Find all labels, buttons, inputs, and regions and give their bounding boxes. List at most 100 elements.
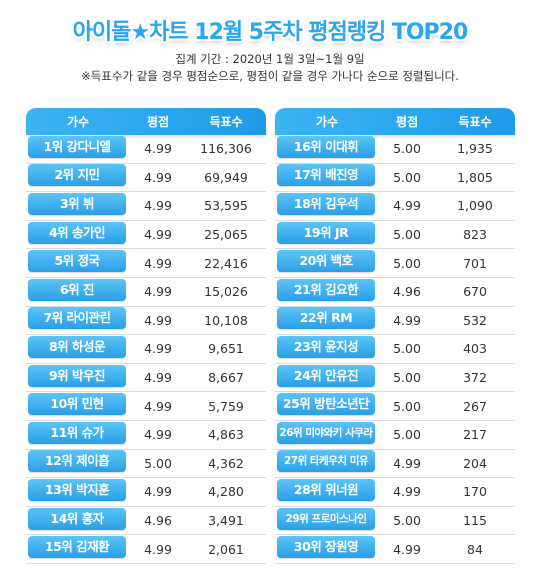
votes-cell: 116,306 — [200, 141, 252, 157]
singer-rank-badge: 18위 김우석 — [277, 192, 375, 215]
table-body: 1위 강다니엘 4.99 116,306 2위 지민 4.99 69,949 3위 뷔 4.9… — [26, 135, 266, 564]
score-cell: 5.00 — [393, 341, 421, 357]
score-cell: 5.00 — [393, 169, 421, 185]
singer-cell: 15위 김재환 — [26, 536, 130, 562]
score-cell: 4.99 — [144, 541, 172, 557]
table-row: 14위 홍자 4.96 3,491 — [26, 507, 266, 536]
singer-cell: 30위 장원영 — [275, 536, 379, 562]
votes-cell: 4,362 — [208, 455, 244, 471]
votes-cell: 15,026 — [204, 284, 248, 300]
table-row: 9위 박우진 4.99 8,667 — [26, 364, 266, 393]
header-score: 평점 — [395, 115, 419, 129]
table-row: 13위 박지훈 4.99 4,280 — [26, 478, 266, 507]
votes-cell: 217 — [463, 427, 487, 443]
votes-cell: 403 — [463, 341, 487, 357]
table-row: 5위 정국 4.99 22,416 — [26, 249, 266, 278]
votes-cell: 372 — [463, 370, 487, 386]
singer-rank-badge: 2위 지민 — [28, 164, 126, 187]
singer-rank-badge: 14위 홍자 — [28, 507, 126, 530]
singer-cell: 18위 김우석 — [275, 192, 379, 219]
table-row: 28위 위너원 4.99 170 — [275, 478, 515, 507]
singer-cell: 21위 김요한 — [275, 278, 379, 305]
votes-cell: 9,651 — [208, 341, 244, 357]
singer-cell: 8위 하성운 — [26, 335, 130, 362]
table-row: 11위 슈가 4.99 4,863 — [26, 421, 266, 450]
score-cell: 4.99 — [144, 198, 172, 214]
score-cell: 4.99 — [144, 284, 172, 300]
singer-cell: 22위 RM — [275, 307, 379, 333]
singer-cell: 3위 뷔 — [26, 192, 130, 219]
singer-rank-badge: 3위 뷔 — [28, 192, 126, 215]
singer-cell: 9위 박우진 — [26, 364, 130, 391]
table-row: 15위 김재환 4.99 2,061 — [26, 535, 266, 564]
table-row: 22위 RM 4.99 532 — [275, 307, 515, 336]
table-header: 가수 평점 득표수 — [26, 108, 266, 135]
table-row: 21위 김요한 4.96 670 — [275, 278, 515, 307]
votes-cell: 2,061 — [208, 541, 244, 557]
singer-rank-badge: 22위 RM — [277, 307, 375, 330]
score-cell: 4.96 — [144, 513, 172, 529]
singer-cell: 23위 윤지성 — [275, 335, 379, 362]
singer-cell: 14위 홍자 — [26, 507, 130, 534]
score-cell: 4.99 — [144, 141, 172, 157]
votes-cell: 69,949 — [204, 169, 248, 185]
header-score: 평점 — [146, 115, 170, 129]
singer-cell: 27위 타케우치 미유 — [275, 450, 379, 476]
singer-rank-badge: 16위 이대휘 — [277, 135, 375, 158]
votes-cell: 267 — [463, 398, 487, 414]
header-singer: 가수 — [66, 115, 90, 129]
score-cell: 4.99 — [393, 455, 421, 471]
table-row: 20위 백호 5.00 701 — [275, 249, 515, 278]
singer-rank-badge: 29위 프로미스나인 — [277, 507, 375, 530]
table-row: 25위 방탄소년단 5.00 267 — [275, 392, 515, 421]
singer-rank-badge: 10위 민현 — [28, 393, 126, 416]
votes-cell: 3,491 — [208, 513, 244, 529]
votes-cell: 1,090 — [457, 198, 493, 214]
singer-rank-badge: 19위 JR — [277, 221, 375, 244]
votes-cell: 8,667 — [208, 370, 244, 386]
table-row: 10위 민현 4.99 5,759 — [26, 392, 266, 421]
sort-note: ※득표수가 같을 경우 평점순으로, 평점이 같을 경우 가나다 순으로 정렬됩… — [81, 69, 459, 83]
table-row: 2위 지민 4.99 69,949 — [26, 164, 266, 193]
score-cell: 5.00 — [393, 427, 421, 443]
singer-cell: 28위 위너원 — [275, 478, 379, 505]
singer-rank-badge: 6위 진 — [28, 278, 126, 301]
singer-rank-badge: 30위 장원영 — [277, 536, 375, 559]
score-cell: 5.00 — [393, 513, 421, 529]
table-row: 7위 라이관린 4.99 10,108 — [26, 307, 266, 336]
singer-rank-badge: 27위 타케우치 미유 — [277, 450, 375, 473]
singer-cell: 2위 지민 — [26, 164, 130, 190]
singer-rank-badge: 12위 제이홉 — [28, 450, 126, 473]
table-row: 12위 제이홉 5.00 4,362 — [26, 450, 266, 479]
score-cell: 5.00 — [393, 141, 421, 157]
table-row: 17위 배진영 5.00 1,805 — [275, 164, 515, 193]
table-row: 26위 미야와키 사쿠라 5.00 217 — [275, 421, 515, 450]
score-cell: 5.00 — [393, 370, 421, 386]
table-row: 19위 JR 5.00 823 — [275, 221, 515, 250]
header-votes: 득표수 — [209, 115, 243, 129]
singer-cell: 12위 제이홉 — [26, 450, 130, 476]
singer-rank-badge: 7위 라이관린 — [28, 307, 126, 330]
table-row: 27위 타케우치 미유 4.99 204 — [275, 450, 515, 479]
singer-cell: 17위 배진영 — [275, 164, 379, 190]
score-cell: 4.99 — [144, 255, 172, 271]
table-row: 8위 하성운 4.99 9,651 — [26, 335, 266, 364]
votes-cell: 10,108 — [204, 312, 248, 328]
score-cell: 4.99 — [393, 198, 421, 214]
header-singer: 가수 — [315, 115, 339, 129]
table-row: 29위 프로미스나인 5.00 115 — [275, 507, 515, 536]
score-cell: 4.99 — [393, 541, 421, 557]
singer-rank-badge: 15위 김재환 — [28, 536, 126, 559]
singer-rank-badge: 20위 백호 — [277, 250, 375, 273]
votes-cell: 1,805 — [457, 169, 493, 185]
singer-rank-badge: 23위 윤지성 — [277, 335, 375, 358]
table-row: 6위 진 4.99 15,026 — [26, 278, 266, 307]
votes-cell: 1,935 — [457, 141, 493, 157]
table-body: 16위 이대휘 5.00 1,935 17위 배진영 5.00 1,805 18위 김우석 4… — [275, 135, 515, 564]
singer-cell: 1위 강다니엘 — [26, 135, 130, 162]
singer-cell: 13위 박지훈 — [26, 478, 130, 505]
score-cell: 4.99 — [144, 370, 172, 386]
singer-rank-badge: 24위 안유진 — [277, 364, 375, 387]
votes-cell: 84 — [467, 541, 483, 557]
singer-rank-badge: 8위 하성운 — [28, 335, 126, 358]
